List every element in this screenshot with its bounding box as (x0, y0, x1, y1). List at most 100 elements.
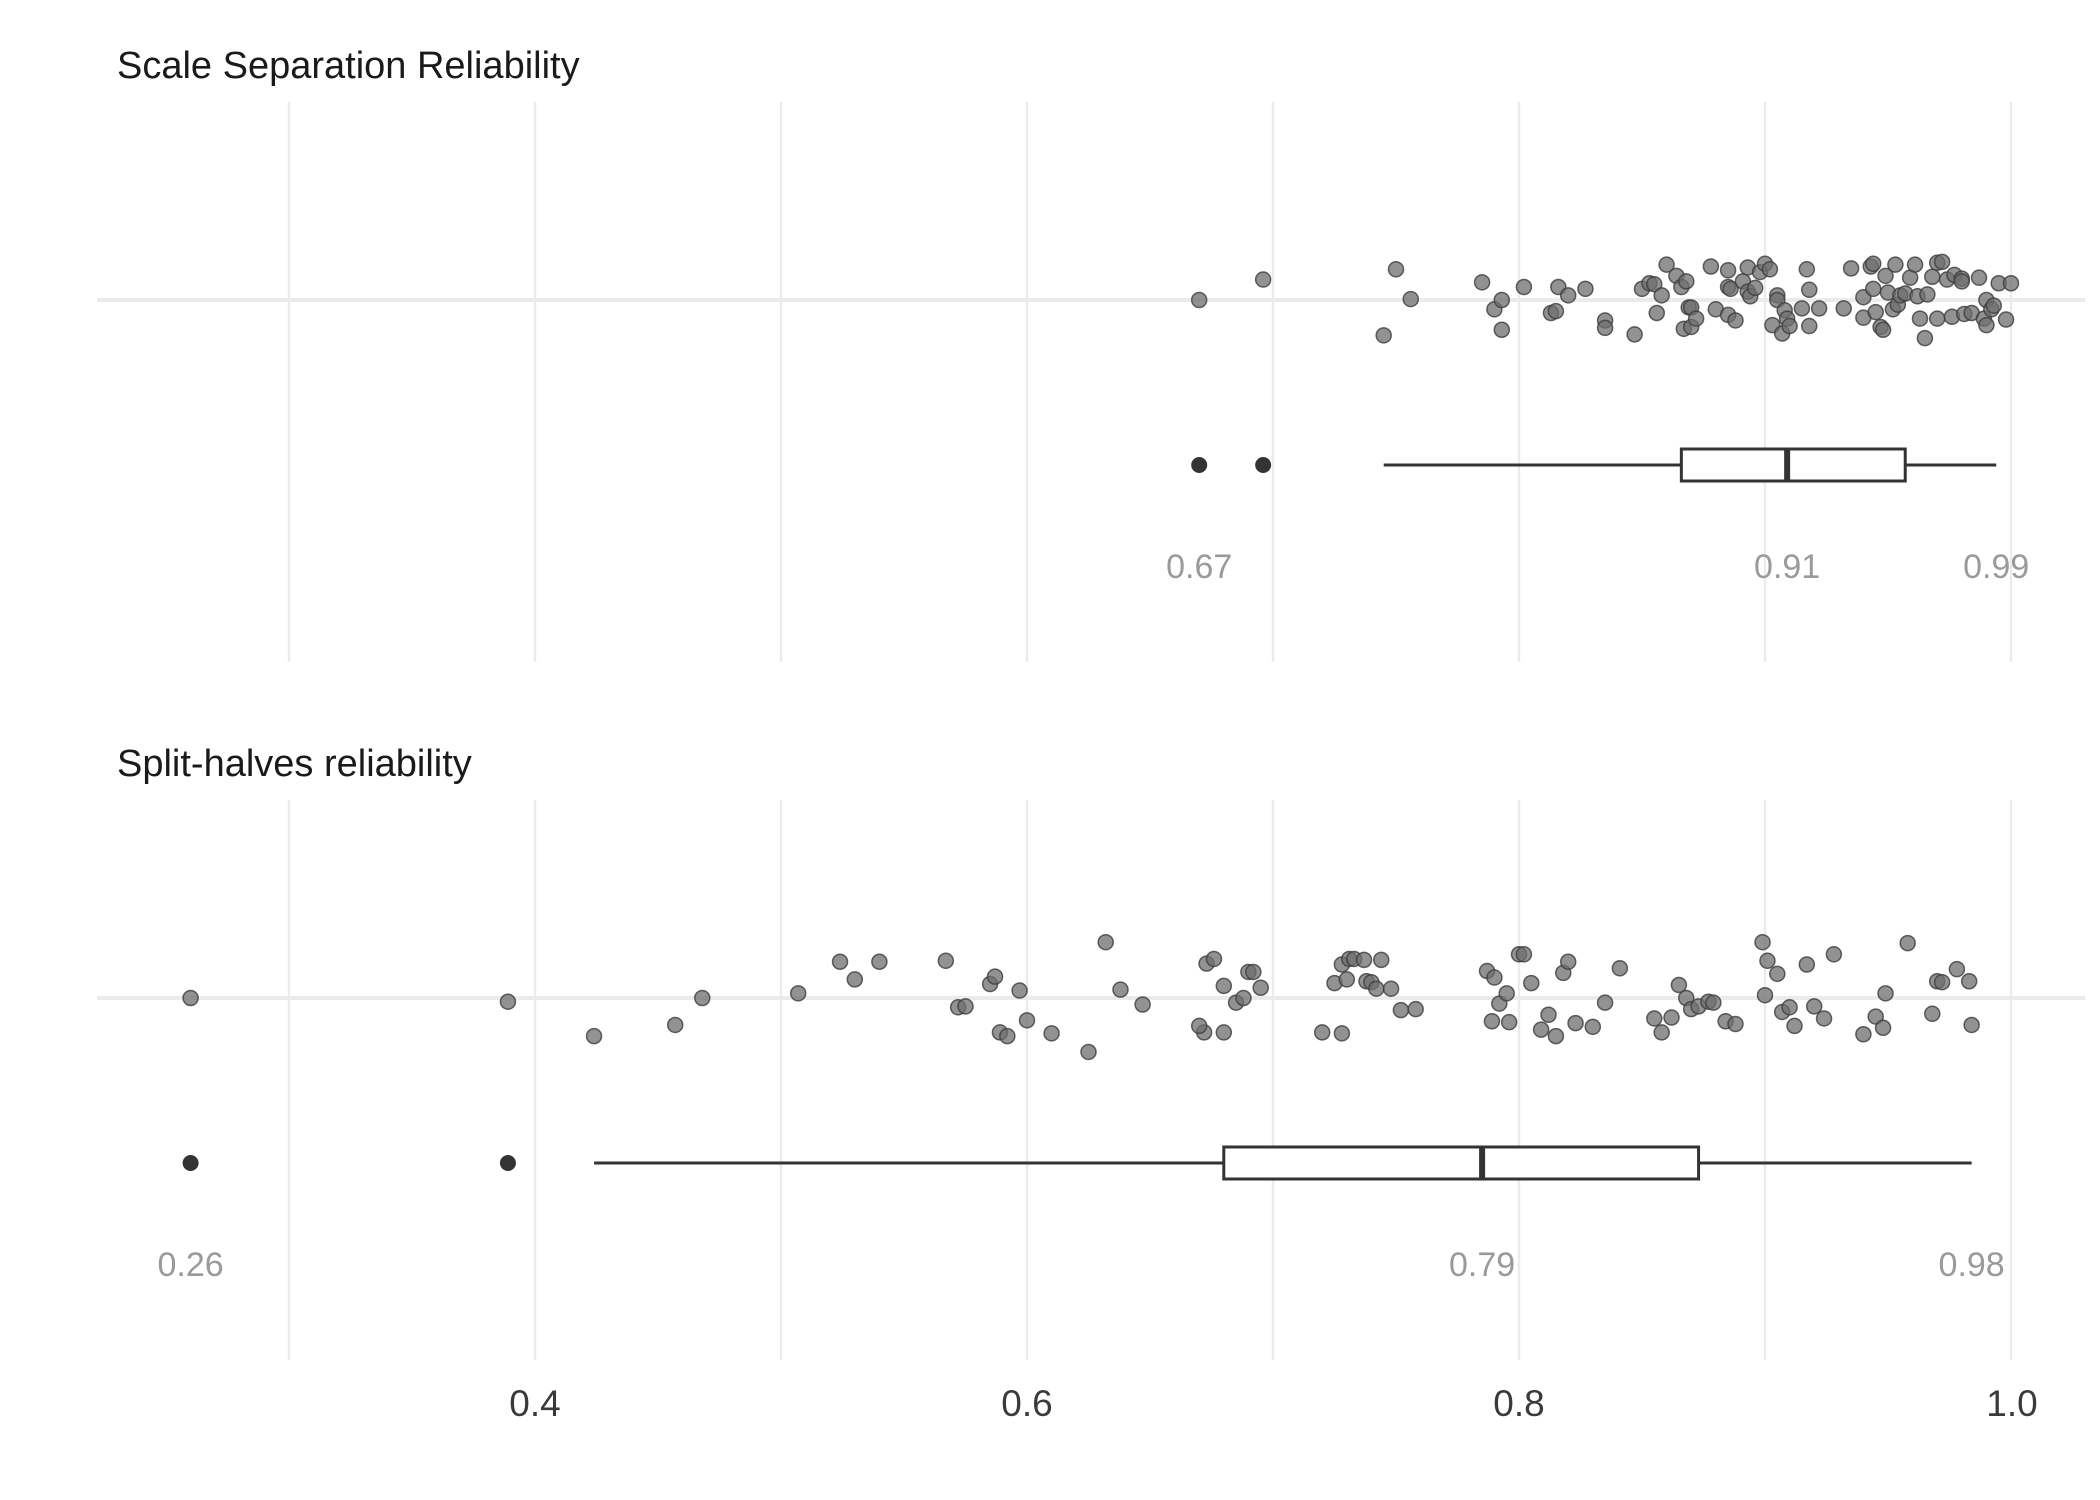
data-point (1112, 981, 1129, 998)
data-point (1769, 965, 1786, 983)
data-point (1653, 1024, 1670, 1041)
data-point (1924, 1005, 1941, 1023)
data-point (499, 993, 517, 1010)
data-point (1523, 974, 1540, 992)
data-point (1815, 1010, 1833, 1027)
data-point (1919, 286, 1936, 303)
data-point (1584, 1018, 1602, 1036)
data-point (1387, 261, 1405, 278)
data-point (1372, 951, 1390, 969)
data-point (1761, 261, 1779, 278)
data-point (1924, 268, 1941, 285)
data-point (666, 1016, 684, 1034)
data-point (1368, 980, 1385, 997)
jitter-points (1190, 253, 2020, 347)
data-point (1515, 278, 1533, 296)
box-iqr (1679, 447, 1907, 483)
data-point (1235, 989, 1252, 1007)
data-point (1953, 273, 1971, 290)
data-point (1493, 321, 1511, 339)
gridlines (97, 800, 2085, 1360)
data-point (1254, 271, 1272, 288)
data-point (1911, 310, 1929, 327)
data-point (1252, 979, 1269, 997)
panel-split-halves: 0.26 0.79 0.98 Split-halves reliability (97, 743, 2085, 1360)
data-point (1781, 317, 1798, 335)
data-point (1382, 980, 1400, 997)
data-point (1498, 985, 1515, 1002)
data-point (1855, 1026, 1872, 1043)
data-point (831, 953, 849, 970)
data-point (1648, 304, 1666, 322)
data-point (1801, 317, 1818, 335)
data-point (1547, 302, 1565, 320)
data-point (1960, 973, 1978, 990)
data-point (1877, 267, 1894, 285)
data-point (999, 1027, 1016, 1045)
box-iqr (1222, 1145, 1701, 1181)
data-point (1687, 310, 1705, 327)
annotation-label: 0.99 (1963, 548, 2029, 586)
data-point (1080, 1043, 1097, 1061)
data-point (1205, 950, 1223, 968)
panel-title: Scale Separation Reliability (117, 45, 580, 87)
data-point (1596, 994, 1614, 1011)
data-point (1810, 300, 1828, 317)
data-point (1646, 1010, 1663, 1027)
data-point (1963, 1016, 1980, 1034)
data-point (694, 989, 711, 1007)
x-tick-label: 0.8 (1493, 1383, 1544, 1424)
data-point (1540, 1006, 1557, 1023)
data-point (1722, 280, 1739, 298)
data-point (182, 989, 199, 1007)
data-point (1801, 281, 1818, 299)
data-point (957, 998, 974, 1015)
data-point (1611, 959, 1629, 977)
data-point (1916, 329, 1934, 347)
data-point (1018, 1012, 1036, 1029)
panel-scale-separation: 0.67 0.91 0.99 Scale Separation Reliability (97, 45, 2085, 662)
data-point (1759, 952, 1776, 970)
data-point (1515, 946, 1533, 963)
data-point (1985, 297, 2003, 314)
jitter-points (182, 933, 1980, 1061)
boxplot (182, 1145, 1972, 1181)
x-axis: 0.4 0.6 0.8 1.0 (509, 1383, 2037, 1424)
outlier-point (1191, 457, 1208, 473)
data-point (871, 953, 888, 970)
data-point (846, 971, 864, 988)
data-point (1392, 1001, 1410, 1019)
data-point (2002, 275, 2020, 292)
data-point (1933, 973, 1951, 991)
data-point (1486, 969, 1503, 986)
data-point (1670, 976, 1688, 994)
data-point (1190, 291, 1208, 309)
data-point (1567, 1014, 1584, 1032)
data-point (1658, 256, 1675, 273)
data-point (1338, 971, 1356, 988)
data-point (1678, 273, 1695, 290)
data-point (1333, 1025, 1351, 1042)
data-point (1933, 253, 1951, 271)
annotation-label: 0.67 (1166, 548, 1232, 586)
x-tick-label: 0.6 (1001, 1383, 1052, 1424)
data-point (1786, 1017, 1803, 1035)
data-point (1483, 1013, 1501, 1030)
data-point (1407, 1000, 1424, 1018)
boxplot (1191, 447, 1997, 483)
panel-title: Split-halves reliability (117, 743, 472, 785)
annotation-label: 0.79 (1449, 1246, 1515, 1284)
data-point (1559, 287, 1577, 304)
data-point (1702, 258, 1720, 275)
data-point (1781, 999, 1798, 1016)
data-point (1043, 1025, 1060, 1042)
data-point (1355, 951, 1373, 969)
data-point (1864, 280, 1882, 298)
data-point (1719, 261, 1737, 279)
outlier-point (1255, 457, 1272, 473)
x-tick-label: 0.4 (509, 1383, 560, 1424)
data-point (1727, 312, 1744, 329)
data-point (1134, 996, 1151, 1013)
data-point (1313, 1024, 1331, 1041)
data-point (1532, 1021, 1550, 1038)
